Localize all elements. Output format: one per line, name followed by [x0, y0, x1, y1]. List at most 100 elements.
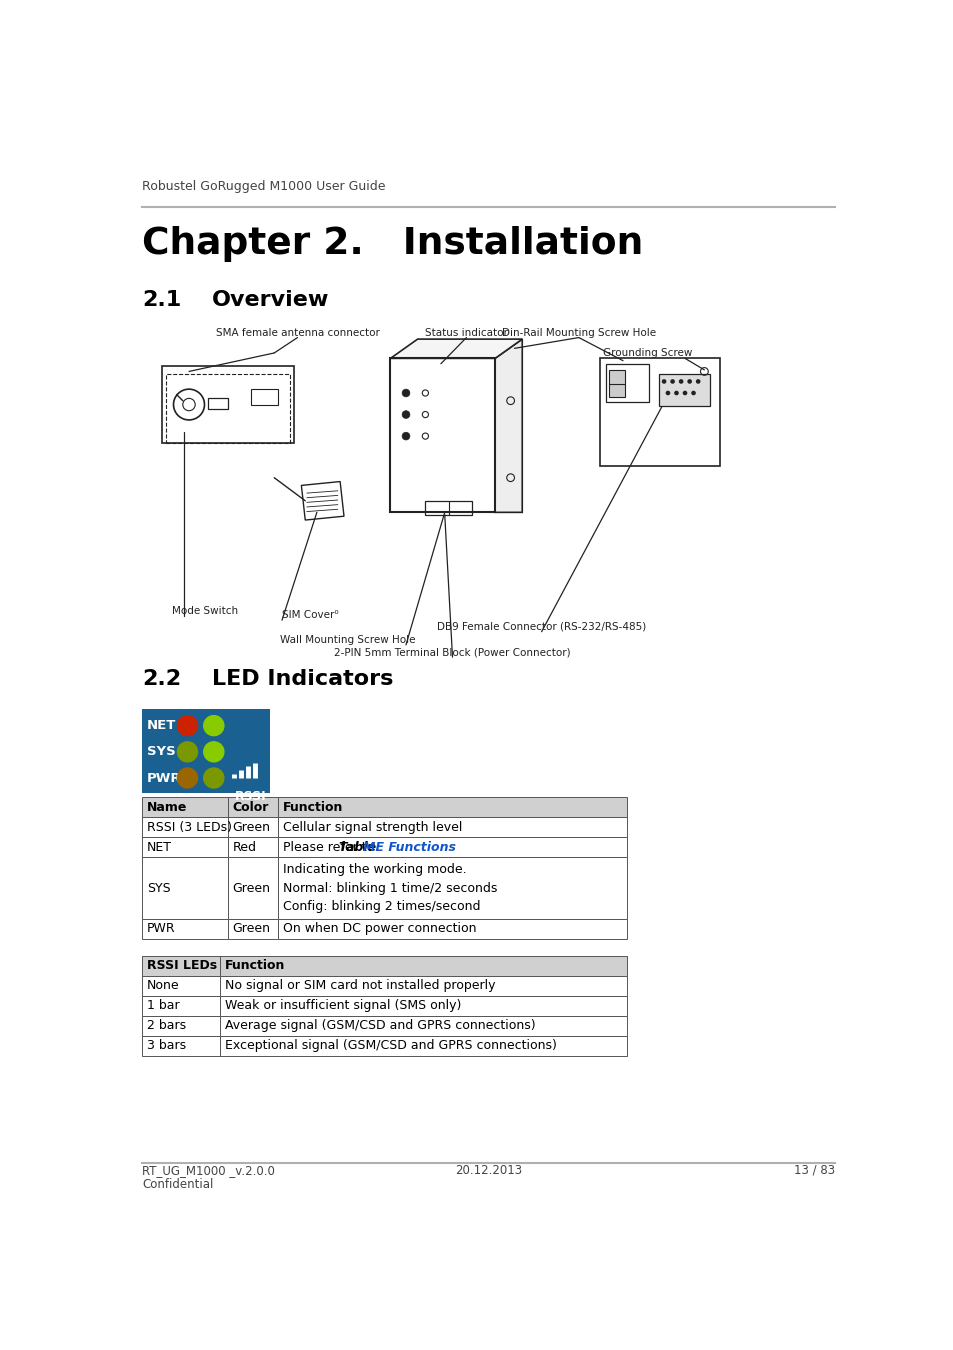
Text: Indicating the working mode.: Indicating the working mode.: [282, 864, 466, 876]
Text: NET: NET: [147, 841, 172, 853]
Bar: [251, 389, 278, 405]
Circle shape: [177, 768, 197, 788]
Circle shape: [661, 379, 666, 383]
Bar: [142, 857, 228, 919]
Text: 2.2: 2.2: [142, 670, 181, 690]
Bar: [208, 398, 228, 409]
Circle shape: [402, 432, 410, 440]
Circle shape: [679, 379, 682, 383]
Text: Green: Green: [233, 821, 270, 834]
Bar: [228, 919, 278, 940]
Text: Grounding Screw: Grounding Screw: [602, 348, 692, 358]
Text: Color: Color: [233, 801, 269, 814]
Text: On when DC power connection: On when DC power connection: [282, 922, 476, 936]
Bar: [142, 798, 228, 817]
Bar: [162, 366, 294, 443]
Circle shape: [670, 379, 674, 383]
Text: 1 bar: 1 bar: [147, 999, 179, 1012]
Bar: [228, 857, 278, 919]
Bar: [278, 919, 626, 940]
Bar: [608, 370, 624, 397]
Circle shape: [204, 716, 224, 736]
Polygon shape: [495, 339, 521, 513]
Text: 13 / 83: 13 / 83: [794, 1164, 835, 1177]
Circle shape: [204, 768, 224, 788]
Circle shape: [695, 379, 700, 383]
Text: Chapter 2.   Installation: Chapter 2. Installation: [142, 225, 643, 262]
Text: DB9 Female Connector (RS-232/RS-485): DB9 Female Connector (RS-232/RS-485): [436, 622, 645, 632]
Text: Green: Green: [233, 882, 270, 895]
Text: No signal or SIM card not installed properly: No signal or SIM card not installed prop…: [224, 979, 495, 992]
Text: SYS: SYS: [147, 882, 171, 895]
Circle shape: [691, 390, 695, 396]
Text: Name: Name: [147, 801, 188, 814]
Text: Green: Green: [233, 922, 270, 936]
Text: RT_UG_M1000 _v.2.0.0: RT_UG_M1000 _v.2.0.0: [142, 1164, 275, 1177]
Bar: [142, 976, 220, 996]
Text: Din-Rail Mounting Screw Hole: Din-Rail Mounting Screw Hole: [501, 328, 656, 338]
Text: SYS: SYS: [147, 745, 175, 759]
Text: Normal: blinking 1 time/2 seconds: Normal: blinking 1 time/2 seconds: [282, 882, 497, 895]
Text: Status indicator: Status indicator: [425, 328, 507, 338]
Text: SMA female antenna connector: SMA female antenna connector: [215, 328, 379, 338]
Bar: [220, 956, 626, 976]
Bar: [278, 857, 626, 919]
Bar: [220, 996, 626, 1017]
Circle shape: [682, 390, 686, 396]
Text: Function: Function: [224, 960, 285, 972]
Text: 2-PIN 5mm Terminal Block (Power Connector): 2-PIN 5mm Terminal Block (Power Connecto…: [334, 647, 570, 657]
Bar: [228, 837, 278, 857]
Circle shape: [686, 379, 691, 383]
Text: Table: Table: [338, 841, 379, 853]
Text: NET: NET: [147, 720, 176, 732]
Text: None: None: [147, 979, 179, 992]
Text: 2 bars: 2 bars: [147, 1019, 186, 1033]
Text: Average signal (GSM/CSD and GPRS connections): Average signal (GSM/CSD and GPRS connect…: [224, 1019, 535, 1033]
Bar: [220, 1035, 626, 1056]
Text: Exceptional signal (GSM/CSD and GPRS connections): Exceptional signal (GSM/CSD and GPRS con…: [224, 1040, 556, 1053]
Bar: [166, 374, 290, 443]
Polygon shape: [390, 339, 521, 358]
Text: 3 bars: 3 bars: [147, 1040, 186, 1053]
Bar: [228, 798, 278, 817]
Text: 2.1: 2.1: [142, 290, 182, 310]
Bar: [278, 817, 626, 837]
Text: Config: blinking 2 times/second: Config: blinking 2 times/second: [282, 900, 479, 914]
Text: Please refer to: Please refer to: [282, 841, 377, 853]
Bar: [390, 358, 495, 513]
Text: RSSI: RSSI: [234, 790, 266, 802]
Bar: [605, 363, 648, 402]
Text: Mode Switch: Mode Switch: [172, 606, 238, 617]
Text: PWR: PWR: [147, 922, 175, 936]
Text: LED Indicators: LED Indicators: [212, 670, 394, 690]
Circle shape: [177, 741, 197, 761]
Circle shape: [402, 410, 410, 418]
Text: Confidential: Confidential: [142, 1177, 213, 1191]
Text: Cellular signal strength level: Cellular signal strength level: [282, 821, 461, 834]
Bar: [659, 374, 709, 406]
Text: Weak or insufficient signal (SMS only): Weak or insufficient signal (SMS only): [224, 999, 460, 1012]
Text: Red: Red: [233, 841, 256, 853]
Bar: [142, 1017, 220, 1035]
Text: SIM Cover⁰: SIM Cover⁰: [282, 610, 338, 620]
Circle shape: [665, 390, 670, 396]
Text: RSSI LEDs: RSSI LEDs: [147, 960, 217, 972]
Circle shape: [204, 741, 224, 761]
Text: 20.12.2013: 20.12.2013: [455, 1164, 522, 1177]
Text: Function: Function: [282, 801, 343, 814]
Text: RSSI (3 LEDs): RSSI (3 LEDs): [147, 821, 232, 834]
Circle shape: [674, 390, 679, 396]
Circle shape: [402, 389, 410, 397]
Bar: [599, 358, 720, 466]
Bar: [220, 976, 626, 996]
Bar: [142, 919, 228, 940]
Bar: [425, 501, 472, 514]
Text: ME Functions: ME Functions: [363, 841, 456, 853]
Bar: [142, 1035, 220, 1056]
Text: Wall Mounting Screw Hole: Wall Mounting Screw Hole: [280, 634, 416, 645]
Bar: [142, 996, 220, 1017]
Bar: [278, 837, 626, 857]
Text: Overview: Overview: [212, 290, 330, 310]
Circle shape: [177, 716, 197, 736]
Bar: [278, 798, 626, 817]
